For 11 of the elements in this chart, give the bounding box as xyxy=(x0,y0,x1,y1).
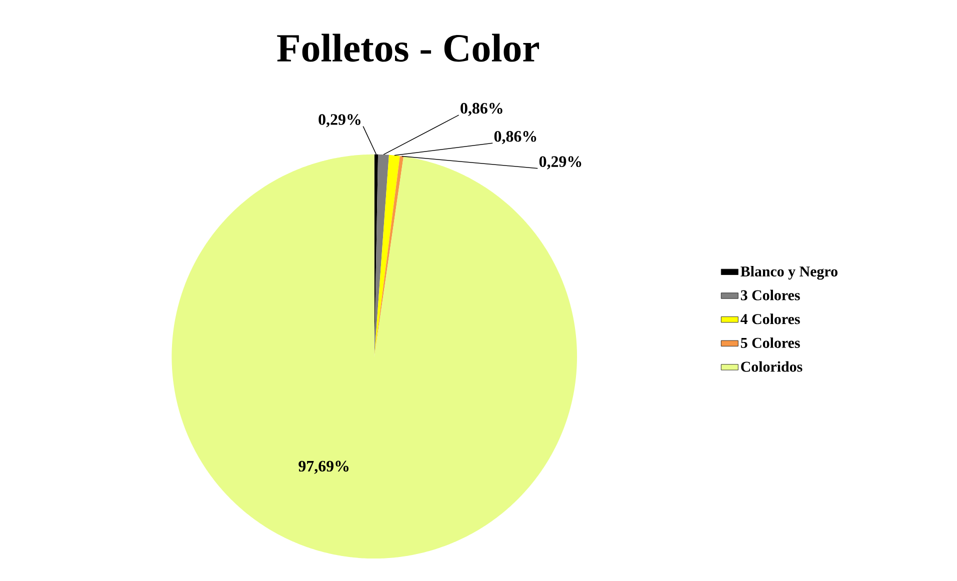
data-label: 0,29% xyxy=(318,114,360,128)
legend-label: Coloridos xyxy=(741,361,802,372)
legend-label: Blanco y Negro xyxy=(740,266,838,280)
data-label: 0,86% xyxy=(460,102,502,116)
legend-label: 5 Colores xyxy=(740,337,800,348)
chart-title: Folletos - Color xyxy=(277,34,539,62)
legend-label: 3 Colores xyxy=(740,290,800,300)
data-label: 0,29% xyxy=(539,156,582,170)
legend-label: 4 Colores xyxy=(740,314,800,324)
data-label: 97,69% xyxy=(298,460,348,474)
data-label: 0,86% xyxy=(494,131,536,144)
